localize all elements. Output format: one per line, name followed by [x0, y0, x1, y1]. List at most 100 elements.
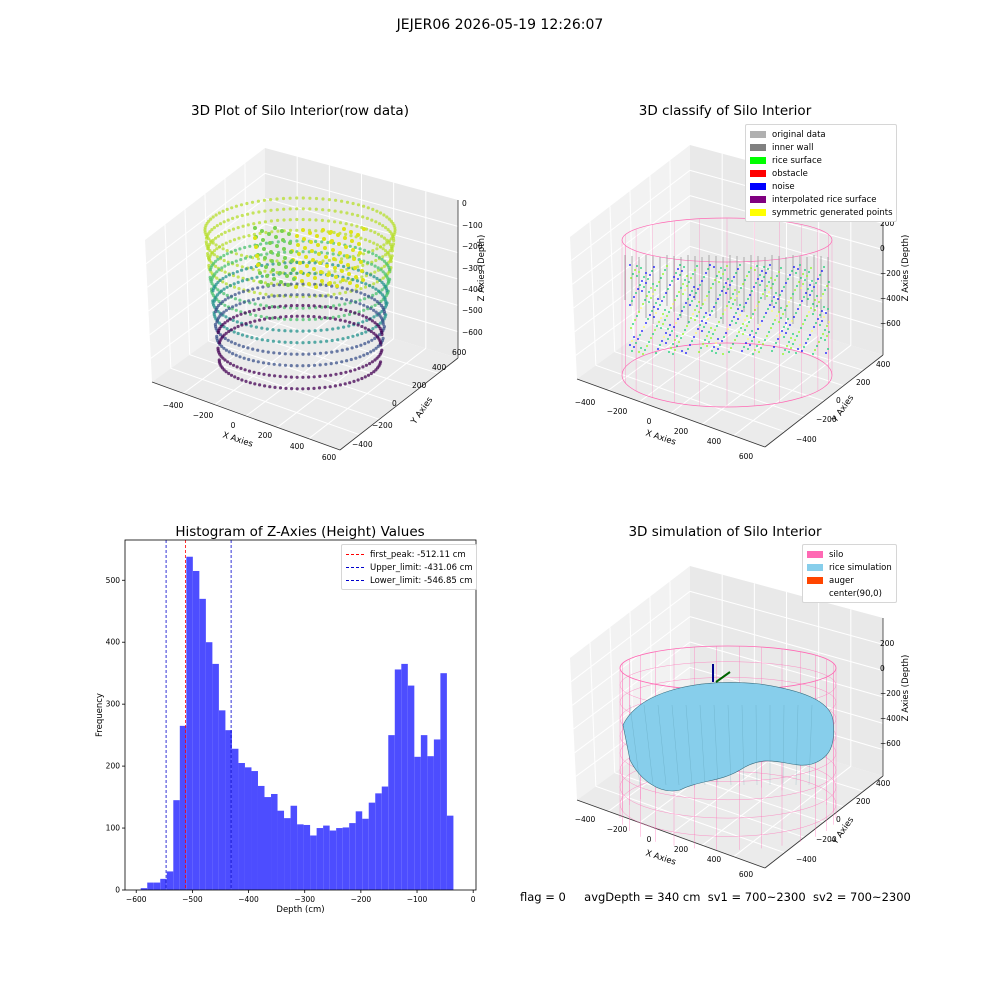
histogram-bar [231, 748, 239, 890]
histogram-bar [336, 828, 343, 890]
histogram-bar [264, 797, 272, 890]
histogram-legend-item: Lower_limit: -546.85 cm [346, 574, 472, 587]
plot4-legend-item: silo [807, 548, 892, 561]
sv2-text: sv2 = 700~2300 [812, 890, 911, 904]
histogram-bar [192, 570, 200, 890]
histogram-bar [179, 725, 187, 890]
histogram-y-tick: 500 [106, 576, 121, 585]
legend-label: Lower_limit: -546.85 cm [370, 575, 473, 586]
histogram-y-label: Frequency [95, 693, 105, 737]
legend-label: first_peak: -512.11 cm [370, 549, 466, 560]
plot2-legend-item: symmetric generated points [750, 206, 893, 219]
legend-label: noise [772, 181, 795, 192]
legend-label: rice surface [772, 155, 822, 166]
legend-swatch [750, 157, 766, 164]
histogram-bar [303, 824, 311, 890]
histogram-bar [446, 815, 454, 890]
plot2-legend-item: inner wall [750, 141, 892, 154]
plot2-legend-item: noise [750, 180, 892, 193]
histogram-bar [290, 805, 298, 890]
legend-swatch [750, 196, 766, 203]
histogram-bar [414, 756, 421, 890]
histogram-bar [257, 785, 265, 890]
histogram-x-tick: −500 [182, 895, 203, 904]
histogram-bar [166, 871, 174, 890]
plot4-legend: silo rice simulation auger center(90,0) [802, 544, 897, 603]
legend-swatch [750, 209, 766, 216]
legend-label: silo [829, 549, 844, 560]
status-footer: flag = 0 avgDepth = 340 cm sv1 = 700~230… [520, 890, 911, 904]
histogram-bar [205, 642, 213, 890]
legend-label: symmetric generated points [772, 207, 893, 218]
histogram-bar [388, 735, 395, 890]
histogram-legend: first_peak: -512.11 cm Upper_limit: -431.… [341, 544, 477, 590]
plot4-legend-item: auger [807, 574, 892, 587]
histogram-x-tick: −100 [407, 895, 428, 904]
legend-line-swatch [346, 567, 364, 568]
histogram-x-tick: −300 [294, 895, 315, 904]
histogram-bar [349, 823, 356, 890]
histogram-y-tick: 200 [106, 762, 121, 771]
legend-swatch [807, 551, 823, 558]
histogram-bar [238, 763, 245, 890]
legend-label: original data [772, 129, 826, 140]
histogram-bar [218, 710, 226, 890]
legend-swatch [807, 577, 823, 584]
histogram-bar [186, 556, 193, 890]
plot1-title: 3D Plot of Silo Interior(row data) [191, 103, 409, 119]
histogram-bar [153, 882, 161, 890]
legend-label: center(90,0) [829, 588, 882, 599]
histogram-bar [381, 786, 389, 890]
histogram-bar [323, 825, 330, 890]
histogram-bar [160, 878, 167, 890]
legend-swatch [750, 183, 766, 190]
plot2-legend-item: interpolated rice surface [750, 193, 892, 206]
histogram-bar [433, 739, 441, 890]
avg-depth-text: avgDepth = 340 cm [584, 890, 701, 904]
histogram-bar [244, 767, 252, 890]
histogram-bar [140, 888, 148, 890]
legend-line-swatch [346, 580, 364, 581]
histogram-bar [173, 800, 180, 890]
histogram-bar [225, 730, 232, 890]
histogram-bar [375, 793, 382, 890]
histogram-bar [440, 673, 447, 890]
flag-text: flag = 0 [520, 890, 566, 904]
histogram-bar [362, 818, 369, 890]
histogram-bar [316, 828, 324, 890]
legend-swatch [750, 131, 766, 138]
histogram-bar [355, 811, 363, 890]
histogram-x-tick: −600 [126, 895, 147, 904]
histogram-x-tick: −200 [351, 895, 372, 904]
figure-title: JEJER06 2026-05-19 12:26:07 [396, 17, 604, 33]
legend-label: obstacle [772, 168, 808, 179]
histogram-bar [401, 663, 408, 890]
legend-label: interpolated rice surface [772, 194, 877, 205]
plot2-legend-item: obstacle [750, 167, 892, 180]
histogram-y-tick: 0 [115, 886, 120, 895]
histogram-bar [342, 827, 350, 890]
histogram-title: Histogram of Z-Axies (Height) Values [175, 524, 425, 540]
plot4-legend-item: rice simulation [807, 561, 892, 574]
histogram-bar [271, 793, 278, 890]
histogram-bar [427, 756, 434, 890]
histogram-legend-item: first_peak: -512.11 cm [346, 548, 472, 561]
legend-swatch [750, 170, 766, 177]
histogram-bar [420, 735, 428, 890]
histogram-bar [329, 830, 337, 890]
histogram-bar [297, 824, 304, 890]
legend-label: auger [829, 575, 854, 586]
histogram-y-tick: 300 [106, 700, 121, 709]
histogram-x-tick: −400 [238, 895, 259, 904]
plot2-legend: original data inner wall rice surface obsta… [745, 124, 897, 222]
legend-swatch [807, 590, 823, 597]
histogram-x-tick: 0 [471, 895, 476, 904]
histogram-y-tick: 400 [106, 638, 121, 647]
plot2-legend-item: rice surface [750, 154, 892, 167]
histogram-bar [394, 669, 402, 890]
histogram-y-tick: 100 [106, 824, 121, 833]
histogram-frame [124, 539, 477, 891]
legend-line-swatch [346, 554, 364, 555]
legend-swatch [807, 564, 823, 571]
